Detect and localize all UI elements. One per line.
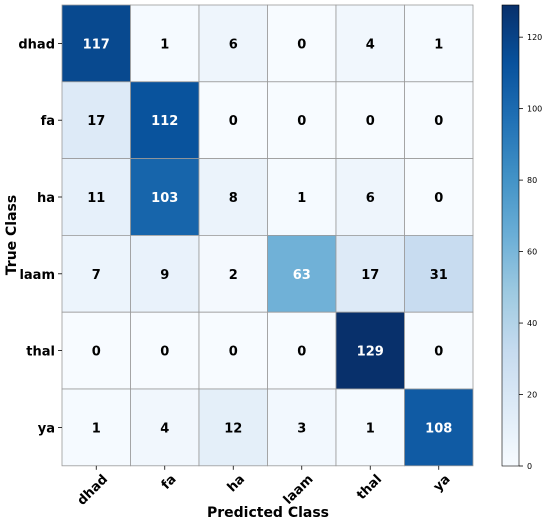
x-axis-label: Predicted Class xyxy=(207,505,329,521)
colorbar-tick-label: 100 xyxy=(527,105,542,114)
colorbar xyxy=(501,4,520,467)
cell-value-label: 103 xyxy=(151,191,178,206)
x-tick-label: ha xyxy=(225,472,248,495)
cell-value-label: 1 xyxy=(297,191,306,206)
heatmap-cell xyxy=(130,158,200,236)
cell-value-label: 4 xyxy=(366,37,375,52)
x-tick-label: ya xyxy=(431,472,454,495)
heatmap-cell xyxy=(335,234,405,313)
cell-value-label: 0 xyxy=(297,345,306,360)
cell-value-label: 0 xyxy=(297,114,306,129)
y-tick-label: dhad xyxy=(18,37,55,52)
heatmap-cell xyxy=(404,234,474,313)
cell-value-label: 8 xyxy=(229,191,238,206)
heatmap-cell xyxy=(267,311,337,390)
heatmap-cell xyxy=(61,158,131,236)
heatmap-cell xyxy=(130,81,200,160)
cell-value-label: 12 xyxy=(224,421,242,436)
heatmap-cell xyxy=(335,158,405,236)
heatmap-cell xyxy=(404,4,474,83)
cell-value-label: 63 xyxy=(293,268,311,283)
heatmap-cell xyxy=(335,311,405,390)
x-tick-label: dhad xyxy=(75,472,112,509)
cell-value-label: 0 xyxy=(366,114,375,129)
heatmap-cell xyxy=(130,234,200,313)
cell-value-label: 1 xyxy=(434,37,443,52)
y-tick-label: fa xyxy=(41,114,55,129)
heatmap-cell xyxy=(61,234,131,313)
heatmap-cell xyxy=(267,81,337,160)
cell-value-label: 0 xyxy=(229,345,238,360)
x-tick-label: thal xyxy=(354,472,385,503)
cell-value-label: 117 xyxy=(83,37,110,52)
heatmap-cell xyxy=(61,388,131,467)
heatmap-cell xyxy=(335,388,405,467)
y-tick-label: laam xyxy=(19,268,55,283)
colorbar-tick-label: 120 xyxy=(527,33,542,42)
heatmap-cell xyxy=(404,388,474,467)
x-axis-ticks: dhad fa ha laam thal ya xyxy=(75,465,454,509)
heatmap-cell xyxy=(267,158,337,236)
heatmap-cell xyxy=(198,4,268,83)
heatmap-cell xyxy=(404,81,474,160)
y-tick-label: ya xyxy=(38,421,55,436)
colorbar-tick-label: 80 xyxy=(527,176,537,185)
cell-value-label: 17 xyxy=(87,114,105,129)
cell-value-label: 3 xyxy=(297,421,306,436)
y-tick-label: ha xyxy=(37,191,55,206)
heatmap-cell xyxy=(61,4,131,83)
heatmap-cell xyxy=(130,4,200,83)
heatmap-cell xyxy=(267,4,337,83)
heatmap-cell xyxy=(404,158,474,236)
heatmap-cell xyxy=(267,234,337,313)
heatmap-cell xyxy=(404,311,474,390)
cell-value-label: 112 xyxy=(151,114,178,129)
cell-value-label: 9 xyxy=(160,268,169,283)
colorbar-tick-label: 40 xyxy=(527,319,537,328)
cell-value-label: 17 xyxy=(361,268,379,283)
colorbar-tick-label: 0 xyxy=(527,462,532,471)
cell-value-label: 0 xyxy=(434,191,443,206)
heatmap-cell xyxy=(61,311,131,390)
cell-value-label: 2 xyxy=(229,268,238,283)
colorbar-ticks: 0 20 40 60 80 100 120 xyxy=(519,33,542,471)
y-tick-label: thal xyxy=(26,345,55,360)
cell-value-label: 0 xyxy=(160,345,169,360)
cell-value-label: 4 xyxy=(160,421,169,436)
cell-value-label: 0 xyxy=(434,114,443,129)
cell-value-label: 0 xyxy=(297,37,306,52)
cell-value-label: 7 xyxy=(92,268,101,283)
x-tick-label: fa xyxy=(159,472,180,493)
colorbar-tick-label: 60 xyxy=(527,248,537,257)
cell-value-label: 129 xyxy=(357,345,384,360)
y-axis-label: True Class xyxy=(4,195,20,275)
heatmap-cell xyxy=(198,311,268,390)
cell-value-label: 0 xyxy=(434,345,443,360)
y-axis-ticks: dhad fa ha laam thal ya xyxy=(18,37,62,436)
x-tick-label: laam xyxy=(281,472,317,508)
cell-value-label: 31 xyxy=(430,268,448,283)
cell-value-label: 6 xyxy=(366,191,375,206)
cell-value-label: 108 xyxy=(425,421,452,436)
cell-value-label: 11 xyxy=(87,191,105,206)
heatmap-cell xyxy=(335,4,405,83)
heatmap-cell xyxy=(198,234,268,313)
heatmap-cell-labels: 117 1 6 0 4 117 112 0 0 0 011 103 8 1 6 07 9 2 63 17 310 0 0 0 1… xyxy=(83,37,453,436)
cell-value-label: 0 xyxy=(92,345,101,360)
cell-value-label: 1 xyxy=(92,421,101,436)
heatmap-cell xyxy=(198,158,268,236)
cell-value-label: 0 xyxy=(229,114,238,129)
cell-value-label: 6 xyxy=(229,37,238,52)
cell-value-label: 1 xyxy=(160,37,169,52)
cell-value-label: 1 xyxy=(366,421,375,436)
colorbar-tick-label: 20 xyxy=(527,391,537,400)
heatmap-cells xyxy=(61,4,474,467)
